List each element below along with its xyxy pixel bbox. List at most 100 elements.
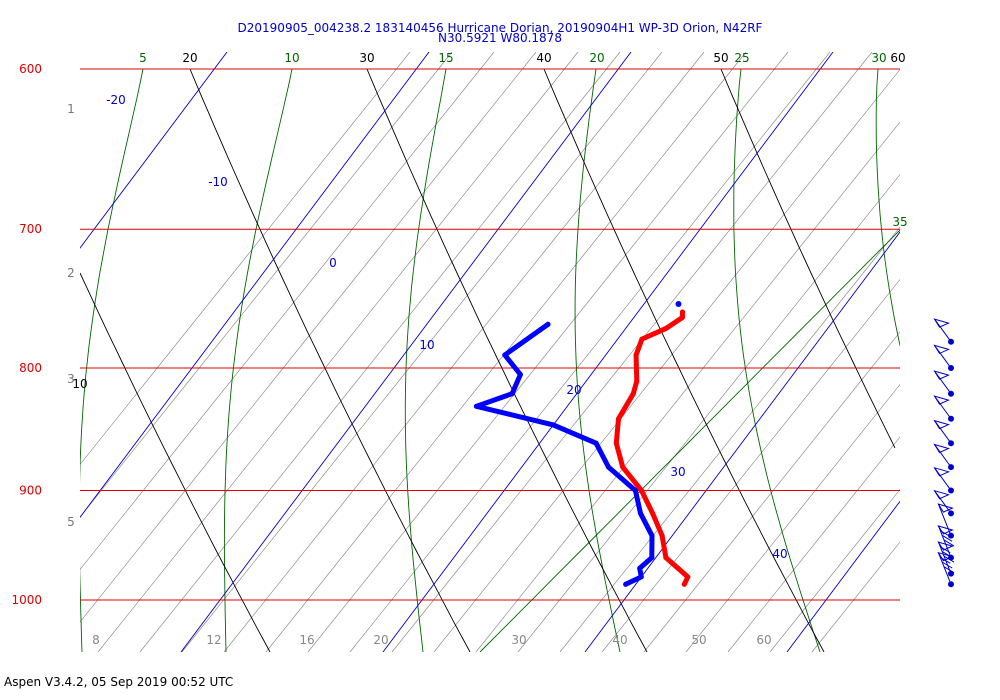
mixing-ratio-line	[139, 52, 621, 652]
dry-adiabat-line	[189, 68, 471, 652]
wind-barb	[933, 395, 954, 422]
wind-barb	[933, 489, 954, 517]
dewpoint-point	[649, 555, 655, 561]
mixing-ratio-line	[475, 121, 900, 652]
mixing-ratio-line	[307, 52, 789, 652]
isobar-label: 800	[19, 361, 42, 375]
temperature-point	[685, 574, 691, 580]
wind-barb-flag	[933, 370, 950, 380]
mixing-ratio-label: 60	[756, 633, 771, 647]
temperature-point	[613, 440, 619, 446]
mixing-ratio-line	[433, 68, 900, 652]
trace-top-marker	[675, 301, 682, 307]
moist-adiabat-line	[875, 68, 900, 346]
wind-barb-flag	[937, 551, 954, 562]
dry-adiabat-line	[720, 68, 896, 449]
moist-adiabat-line	[223, 68, 293, 652]
wind-barb	[937, 525, 955, 561]
mixing-ratio-line	[349, 52, 831, 652]
isotherm-line	[382, 52, 834, 652]
temperature-point	[639, 488, 644, 493]
temperature-trace	[613, 309, 691, 587]
dewpoint-point	[545, 321, 551, 327]
dry-adiabat-label: 30	[359, 51, 374, 65]
dewpoint-point	[638, 510, 643, 516]
dewpoint-point	[550, 422, 556, 428]
temperature-point	[633, 352, 639, 358]
wind-barb-flag	[937, 525, 954, 535]
mixing-ratio-label: 30	[511, 633, 526, 647]
isotherms	[80, 52, 1000, 652]
temperature-point	[675, 565, 681, 571]
isotherm-line	[180, 52, 632, 652]
mixing-ratio-line	[181, 52, 663, 652]
wind-barb-flag	[933, 466, 950, 477]
moist-adiabat-label: 15	[438, 51, 453, 65]
temperature-point	[663, 555, 669, 561]
dewpoint-point	[473, 403, 479, 409]
isotherm-label: -20	[106, 93, 126, 107]
wind-barb-flag	[933, 318, 950, 328]
wind-barbs	[933, 318, 955, 588]
sounding-traces	[473, 301, 691, 587]
temperature-point	[679, 315, 685, 320]
dewpoint-point	[632, 488, 638, 493]
isotherm-label: 30	[670, 465, 685, 479]
height-label: 1	[67, 102, 75, 116]
wind-barb-flag	[933, 395, 950, 405]
moist-adiabat-line	[574, 68, 621, 652]
isobars	[80, 68, 900, 601]
mixing-ratio-line	[769, 488, 900, 652]
mixing-ratio-line	[685, 383, 900, 652]
axis-labels: 600 700 800 900 1000 -20 -10 0 10 20 30 40 10 20 30 40 5…	[11, 51, 907, 647]
temperature-point	[633, 365, 639, 371]
isobar-label: 900	[19, 483, 42, 497]
moist-adiabat-label: 35	[892, 215, 907, 229]
mixing-ratio-line	[727, 436, 900, 652]
mixing-ratio-line	[391, 52, 873, 652]
mixing-ratio-label: 50	[691, 633, 706, 647]
chart-title-line1: D20190905_004238.2 183140456 Hurricane D…	[237, 21, 763, 35]
mixing-ratio-line	[80, 52, 537, 623]
mixing-ratio-label: 16	[299, 633, 314, 647]
wind-barb-feather	[941, 561, 953, 569]
wind-barb	[933, 370, 954, 397]
mixing-ratio-line	[80, 52, 453, 518]
dry-adiabat-label: 10	[72, 377, 87, 391]
temperature-point	[639, 336, 645, 342]
temperature-point	[681, 581, 687, 587]
mixing-ratio-line	[601, 278, 900, 652]
moist-adiabat-label: 10	[284, 51, 299, 65]
moist-adiabat-label: 25	[734, 51, 749, 65]
dry-adiabat-label: 60	[890, 51, 905, 65]
dewpoint-point	[637, 565, 643, 571]
isotherm-line	[786, 500, 900, 652]
wind-barb	[933, 443, 954, 471]
wind-barb-flag	[937, 541, 954, 551]
isotherm-label: 20	[566, 383, 581, 397]
isotherm-label: 0	[329, 256, 337, 270]
footer-text: Aspen V3.4.2, 05 Sep 2019 00:52 UTC	[4, 675, 234, 689]
chart-title-line2: N30.5921 W80.1878	[438, 31, 562, 45]
temperature-point	[630, 391, 636, 397]
isotherm-line	[584, 231, 900, 652]
isobar-label: 700	[19, 222, 42, 236]
temperature-point	[616, 416, 621, 422]
mixing-ratio-line	[811, 541, 900, 652]
temperature-point	[659, 533, 665, 539]
isotherm-line	[989, 52, 1000, 652]
mixing-ratio-label: 20	[373, 633, 388, 647]
dry-adiabat-line	[80, 272, 271, 652]
wind-barb-feather	[940, 556, 951, 564]
wind-barb-feather	[943, 566, 955, 574]
wind-barb	[933, 466, 954, 494]
mixing-ratio-line	[97, 52, 579, 652]
temperature-point	[634, 378, 640, 384]
wind-barb	[937, 551, 955, 588]
temperature-point	[650, 510, 656, 516]
mixing-ratio-line	[80, 52, 495, 571]
dry-adiabat-label: 50	[713, 51, 728, 65]
isotherm-label: 40	[772, 547, 787, 561]
mixing-ratio-line	[643, 331, 900, 652]
mixing-ratio-label: 8	[92, 633, 100, 647]
